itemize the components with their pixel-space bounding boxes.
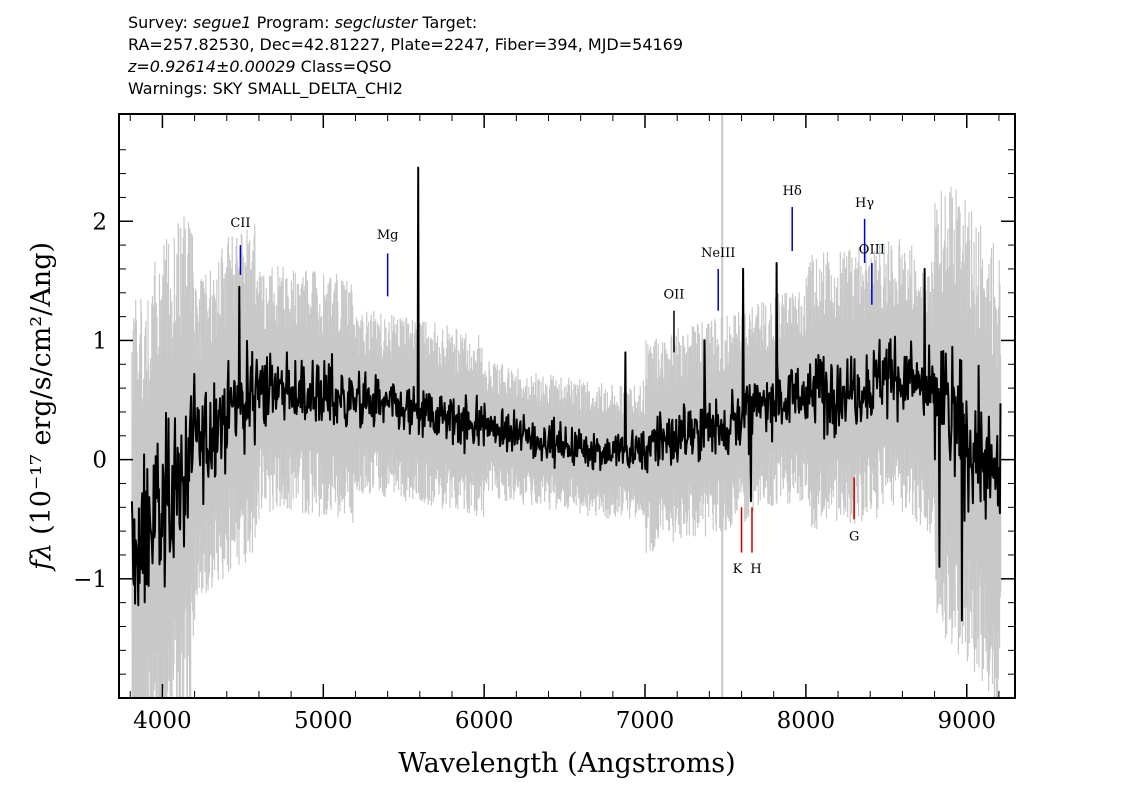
class-value: Class=QSO xyxy=(300,57,392,76)
spectrum-header: Survey: segue1 Program: segcluster Targe… xyxy=(128,12,683,100)
flux-line xyxy=(130,166,1002,622)
y-tick-label: 1 xyxy=(92,328,107,354)
x-tick-label: 5000 xyxy=(294,708,353,734)
absorption-line-label: G xyxy=(849,530,859,545)
x-tick-label: 4000 xyxy=(133,708,192,734)
x-axis-title: Wavelength (Angstroms) xyxy=(398,748,735,779)
survey-value: segue1 xyxy=(192,13,252,32)
header-survey-line: Survey: segue1 Program: segcluster Targe… xyxy=(128,12,683,34)
x-tick-label: 7000 xyxy=(616,708,675,734)
axis-tick-labels: 4000 5000 6000 7000 8000 9000 −1 0 1 2 xyxy=(73,209,996,734)
axis-ticks xyxy=(119,114,1015,698)
emission-line-label: CII xyxy=(230,216,250,231)
x-tick-label: 8000 xyxy=(777,708,836,734)
absorption-line-label: K xyxy=(733,562,743,577)
redshift-value: z=0.92614±0.00029 xyxy=(128,57,296,76)
x-tick-label: 9000 xyxy=(937,708,996,734)
header-warnings-line: Warnings: SKY SMALL_DELTA_CHI2 xyxy=(128,79,403,98)
emission-line-label: Hδ xyxy=(783,184,802,199)
header-coordinates-line: RA=257.82530, Dec=42.81227, Plate=2247, … xyxy=(128,35,684,54)
y-axis-title-group: fλ (10⁻¹⁷ erg/s/cm²/Ang) xyxy=(26,242,57,572)
emission-line-label: OII xyxy=(664,288,685,303)
emission-line-label: Hγ xyxy=(855,196,874,211)
emission-line-label: NeIII xyxy=(701,246,735,261)
y-tick-label: −1 xyxy=(73,567,107,593)
x-tick-label: 6000 xyxy=(455,708,514,734)
target-label: Target: xyxy=(422,13,478,32)
y-tick-label: 0 xyxy=(92,448,107,474)
y-axis-title: fλ (10⁻¹⁷ erg/s/cm²/Ang) xyxy=(26,242,57,572)
emission-line-label: OIII xyxy=(859,242,885,257)
absorption-line-label: H xyxy=(750,562,761,577)
error-series xyxy=(131,114,1002,698)
flux-series xyxy=(130,166,1002,622)
y-tick-label: 2 xyxy=(92,209,107,235)
y-axis-symbol: fλ xyxy=(26,543,57,572)
program-label: Program: xyxy=(256,13,330,32)
y-axis-units: (10⁻¹⁷ erg/s/cm²/Ang) xyxy=(26,242,57,535)
header-redshift-line: z=0.92614±0.00029 Class=QSO xyxy=(128,56,683,78)
plot-frame xyxy=(118,113,1016,699)
survey-label: Survey: xyxy=(128,13,188,32)
program-value: segcluster xyxy=(334,13,418,32)
error-envelope xyxy=(131,186,1002,698)
line-markers: CII Mg OII NeIII Hδ Hγ OIII K H G xyxy=(230,184,885,577)
emission-line-label: Mg xyxy=(377,228,399,243)
